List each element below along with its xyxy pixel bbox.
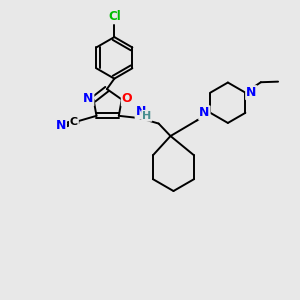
- Text: O: O: [122, 92, 132, 105]
- Text: N: N: [83, 92, 93, 105]
- Text: N: N: [136, 105, 146, 118]
- Text: N: N: [199, 106, 210, 119]
- Text: N: N: [56, 119, 66, 132]
- Text: C: C: [70, 117, 78, 128]
- Text: Cl: Cl: [108, 10, 121, 23]
- Text: H: H: [142, 111, 152, 121]
- Text: N: N: [246, 86, 256, 99]
